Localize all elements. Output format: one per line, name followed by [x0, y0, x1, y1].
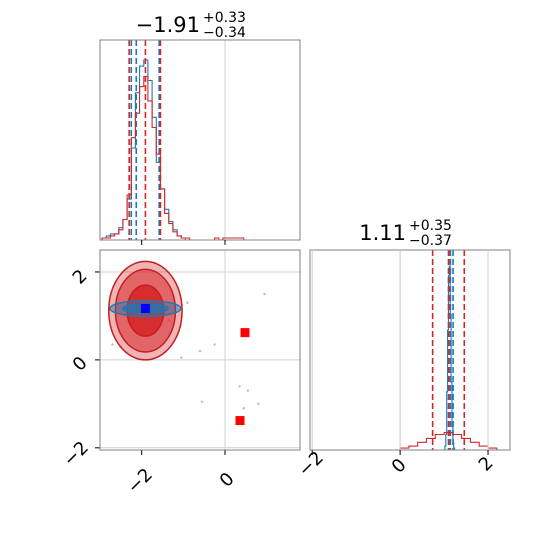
xtick-label-minus-2-2d: −2 — [123, 464, 157, 498]
red-histogram-step — [312, 432, 498, 451]
scatter-point — [263, 292, 266, 296]
panel-frame — [309, 249, 511, 451]
ytick-label-2-2d: 2 — [69, 266, 92, 289]
scatter-point — [238, 385, 241, 388]
panel-2d-contour — [95, 249, 301, 455]
scatter-point — [200, 400, 204, 403]
title-top-left-minus: −0.34 — [203, 25, 246, 41]
panel-frame — [99, 249, 301, 451]
ytick-label-0-2d: 0 — [69, 353, 92, 376]
title-top-left-plus: +0.33 — [203, 10, 246, 26]
panel-frame — [99, 39, 301, 241]
yticklabels-2d: 2 0 −2 — [59, 266, 93, 471]
scatter-point — [198, 349, 202, 353]
scatter-point — [186, 301, 189, 304]
xtick-label-minus-2-right: −2 — [294, 447, 328, 481]
scatter-point — [111, 343, 114, 346]
title-top-left-value: −1.91 — [136, 13, 200, 37]
scatter-point — [246, 389, 250, 392]
xtick-label-0-2d: 0 — [216, 469, 239, 492]
title-top-left: −1.91 +0.33 −0.34 — [136, 10, 246, 41]
title-bottom-right-plus: +0.35 — [409, 218, 452, 234]
ytick-label-minus-2-2d: −2 — [59, 437, 93, 471]
red-histogram-step — [101, 75, 245, 241]
scatter-point — [242, 407, 245, 410]
scatter-point — [180, 356, 183, 359]
scatter-point — [257, 402, 260, 406]
xticklabels-2d: −2 0 — [123, 464, 238, 498]
xtick-label-0-right: 0 — [388, 455, 411, 478]
panel-top-left-histogram — [99, 39, 301, 245]
title-bottom-right: 1.11 +0.35 −0.37 — [359, 218, 452, 249]
red-marker — [235, 416, 245, 426]
blue-marker — [140, 303, 150, 313]
title-bottom-right-value: 1.11 — [359, 221, 406, 245]
panel-bottom-right-histogram — [309, 249, 511, 455]
title-bottom-right-minus: −0.37 — [409, 233, 452, 249]
scatter-point — [213, 343, 216, 346]
xtick-label-2-right: 2 — [475, 453, 498, 476]
red-marker — [240, 328, 250, 338]
xticklabels-right: −2 0 2 — [294, 447, 497, 481]
